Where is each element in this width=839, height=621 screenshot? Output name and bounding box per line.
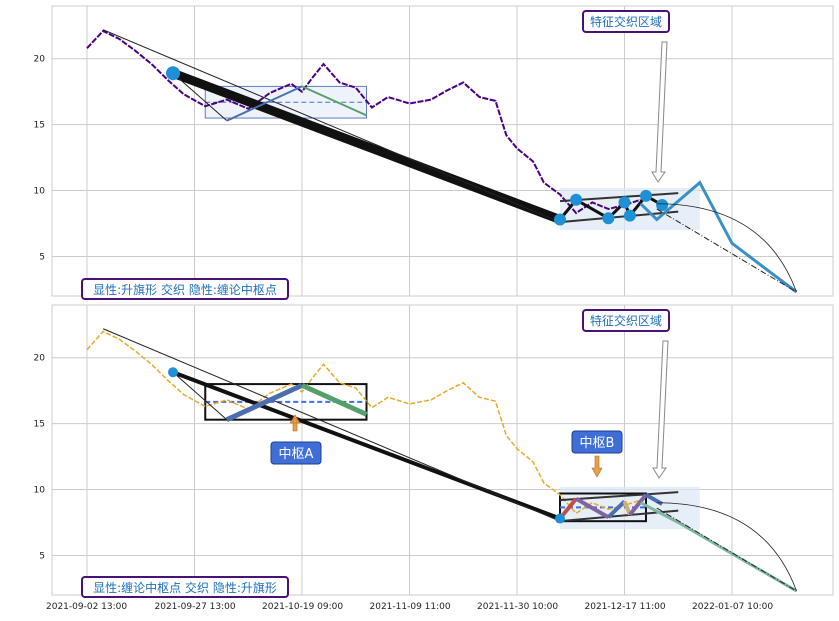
projection-path	[639, 501, 798, 593]
x-tick-label: 2021-12-17 11:00	[585, 602, 666, 612]
caption-label-top: 显性:升旗形 交织 隐性:缠论中枢点	[93, 282, 277, 297]
trend-line-long	[102, 328, 561, 522]
zigzag-segment	[622, 500, 632, 516]
feature-annotation-bottom: 特征交织区域	[582, 309, 670, 479]
x-tick-label: 2022-01-07 10:00	[692, 602, 773, 612]
y-ticks-bottom: 5 10 15 20	[34, 354, 46, 562]
zs-leg-down	[300, 383, 368, 417]
zs-b-label: 中枢B	[580, 436, 615, 451]
y-tick-label: 5	[39, 252, 45, 262]
pivot-point	[640, 189, 652, 202]
caption-box-bottom	[81, 576, 289, 598]
trend-line-long	[102, 29, 561, 223]
projection-path	[639, 180, 798, 294]
y-tick-label: 20	[34, 55, 46, 65]
marks-bottom	[86, 328, 798, 593]
y-tick-label: 10	[34, 486, 46, 496]
leg-down-1	[172, 371, 228, 421]
x-tick-label: 2021-09-02 13:00	[46, 602, 127, 612]
x-tick-label: 2021-11-09 11:00	[370, 602, 451, 612]
pivot-point	[602, 212, 615, 225]
y-tick-label: 5	[39, 551, 45, 561]
pivot-point	[656, 199, 669, 212]
projection-arc	[656, 502, 797, 592]
y-tick-label: 10	[34, 187, 46, 197]
pivot-point	[618, 196, 631, 209]
x-tick-label: 2021-11-30 10:00	[477, 602, 558, 612]
feature-arrow-top	[651, 41, 668, 183]
price-line	[86, 29, 641, 215]
zs-leg-down	[301, 85, 367, 117]
zs-b-arrow	[591, 455, 603, 478]
pivot-point	[570, 193, 583, 206]
panel-top-frame	[51, 5, 834, 297]
zigzag-segment	[606, 499, 626, 519]
caption-annotation-top: 显性:升旗形 交织 隐性:缠论中枢点	[81, 278, 289, 300]
projection-dashdot	[656, 208, 797, 293]
zs-a-box	[270, 441, 322, 465]
zigzag-segment	[575, 497, 610, 519]
interweave-region	[560, 187, 700, 231]
zs-a-label: 中枢A	[279, 447, 314, 462]
caption-annotation-bottom: 显性:缠论中枢点 交织 隐性:升旗形	[81, 576, 289, 598]
feature-box-top	[582, 10, 670, 33]
zs-leg-up	[225, 383, 304, 422]
zs-a-arrow	[289, 414, 301, 432]
projection-arc	[656, 203, 797, 293]
pivot-point-start	[166, 66, 180, 81]
y-tick-label: 15	[34, 121, 45, 131]
feature-annotation-top: 特征交织区域	[582, 10, 670, 183]
x-tick-label: 2021-10-19 09:00	[262, 602, 343, 612]
panel-bottom: 5 10 15 20 特征交织区域 中枢A 中枢B 显性:缠论中枢点 交织 隐性:升旗…	[34, 304, 834, 598]
y-tick-label: 15	[34, 420, 45, 430]
panel-bottom-frame	[51, 304, 834, 596]
marks-top	[86, 29, 798, 294]
feature-arrow-bottom	[652, 340, 669, 479]
feature-label-bottom: 特征交织区域	[590, 313, 662, 328]
grid-bottom	[52, 305, 833, 595]
zs-leg-up	[226, 85, 303, 122]
projection-dashdot	[656, 507, 797, 592]
y-tick-label: 20	[34, 354, 46, 364]
y-ticks-top: 5 10 15 20	[34, 55, 46, 263]
pivot-point-start	[168, 367, 178, 378]
caption-label-bottom: 显性:缠论中枢点 交织 隐性:升旗形	[93, 580, 277, 595]
zs-b-box	[571, 430, 623, 454]
zs-b-annotation: 中枢B	[571, 430, 623, 478]
pivot-point	[623, 209, 636, 222]
zigzag-segment	[628, 493, 648, 516]
feature-box-bottom	[582, 309, 670, 332]
pivot-point	[555, 513, 565, 524]
panel-top: 5 10 15 20 特征交织区域 显性:升旗形 交织 隐性:缠论中枢点	[34, 5, 834, 300]
x-ticks: 2021-09-02 13:00 2021-09-27 13:00 2021-10-…	[46, 602, 773, 612]
feature-label-top: 特征交织区域	[590, 14, 662, 29]
leg-down-1	[172, 72, 228, 122]
price-line	[86, 330, 641, 515]
pivot-point	[554, 213, 566, 226]
flag-lower	[559, 210, 679, 224]
zs-a-annotation: 中枢A	[270, 414, 322, 465]
grid-top	[52, 6, 833, 296]
x-tick-label: 2021-09-27 13:00	[155, 602, 236, 612]
caption-box-top	[81, 278, 289, 300]
